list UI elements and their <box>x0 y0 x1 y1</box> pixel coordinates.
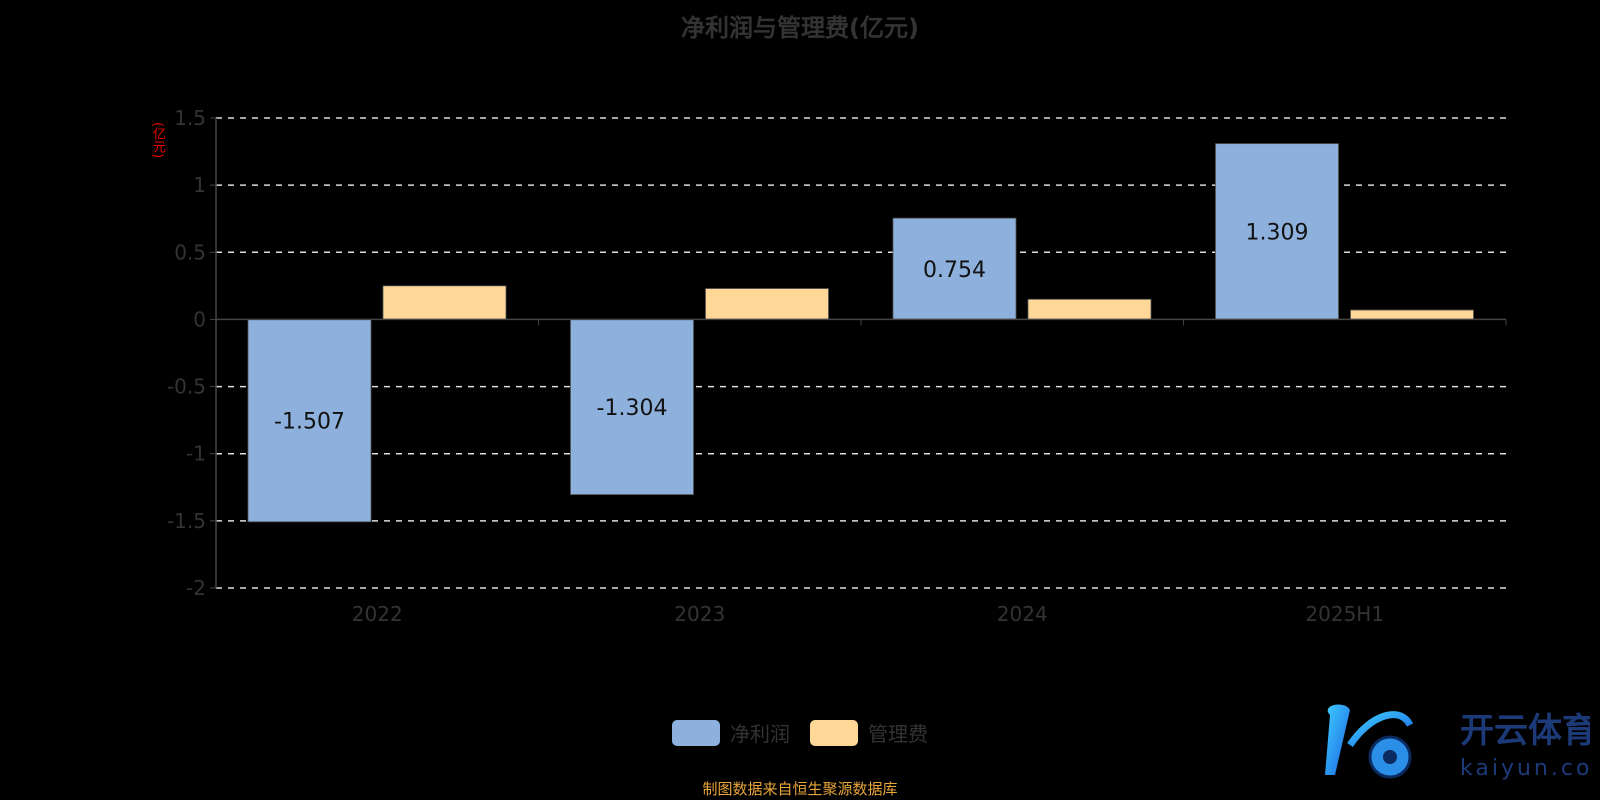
bar-net-profit <box>570 319 694 495</box>
x-tick-label: 2025H1 <box>1305 602 1384 626</box>
svg-text:开云体育: 开云体育 <box>1460 711 1590 751</box>
y-tick-label: 0.5 <box>174 240 206 264</box>
data-label: 1.309 <box>1246 221 1309 246</box>
bar-net-profit <box>247 319 372 523</box>
x-tick-label: 2023 <box>674 602 725 626</box>
legend-label: 管理费 <box>868 722 928 746</box>
bar-admin-fee <box>705 288 829 320</box>
bar-admin-fee <box>1350 309 1474 320</box>
legend-label: 净利润 <box>730 722 790 746</box>
data-label: -1.507 <box>274 410 345 435</box>
legend-item-net-profit[interactable]: 净利润 <box>672 718 790 747</box>
legend-swatch <box>672 719 720 746</box>
data-label: 0.754 <box>923 258 986 283</box>
y-tick-label: -1 <box>186 442 206 466</box>
kaiyun-logo: 开云体育 kaiyun.com <box>1325 704 1590 781</box>
data-source-note: 制图数据来自恒生聚源数据库 <box>702 780 898 798</box>
bar-net-profit <box>1215 143 1339 320</box>
legend-swatch <box>810 719 858 746</box>
y-tick-label: 1 <box>193 173 206 197</box>
y-tick-label: -2 <box>186 576 206 600</box>
chart-title: 净利润与管理费(亿元) <box>681 14 919 42</box>
x-tick-label: 2024 <box>997 602 1048 626</box>
y-tick-label: 1.5 <box>174 106 206 130</box>
y-tick-label: -0.5 <box>167 375 206 399</box>
data-label: -1.304 <box>597 396 668 421</box>
legend-item-admin-fee[interactable]: 管理费 <box>810 718 928 747</box>
bar-admin-fee <box>1027 298 1152 320</box>
y-tick-label: 0 <box>193 307 206 331</box>
y-axis-unit: (亿元) <box>150 122 165 159</box>
x-tick-label: 2022 <box>352 602 403 626</box>
svg-text:kaiyun.com: kaiyun.com <box>1460 756 1590 781</box>
legend: 净利润 管理费 <box>0 718 1600 747</box>
bar-chart: 1.5 1 0.5 0 -0.5 -1 -1.5 -2 2022 -1.507 2023 -1.304… <box>167 106 1507 626</box>
y-tick-label: -1.5 <box>167 509 206 533</box>
bar-net-profit <box>892 217 1017 320</box>
bar-admin-fee <box>382 285 507 320</box>
